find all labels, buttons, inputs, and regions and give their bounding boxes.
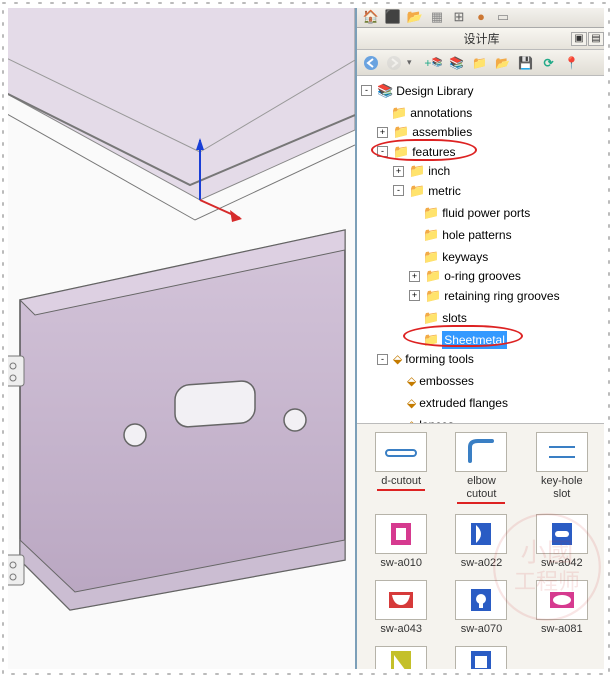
thumb-sw-a081-label: sw-a081 — [541, 623, 583, 636]
home-icon[interactable]: 🏠 — [361, 8, 381, 26]
thumb-sw-a043-label: sw-a043 — [380, 623, 422, 636]
tree-item-embosses[interactable]: ⬙ embosses — [393, 372, 474, 390]
doc-icon[interactable]: ▭ — [493, 8, 513, 26]
thumb-sw-a010-icon — [375, 514, 427, 554]
thumb-d-cutout-icon — [375, 432, 427, 472]
refresh-icon[interactable]: ⟳ — [539, 53, 559, 73]
thumb-d-cutout[interactable]: d-cutout — [361, 432, 441, 504]
thumb-sw-a022-icon — [455, 514, 507, 554]
thumb-sw-a070[interactable]: sw-a070 — [441, 580, 521, 636]
thumb-elbow-cutout-icon — [455, 432, 507, 472]
thumb-d-cutout-label: d-cutout — [381, 475, 421, 488]
thumb-sw-a042-icon — [536, 514, 588, 554]
tree-item-assemblies[interactable]: +📁 assemblies — [377, 123, 472, 141]
sphere-icon[interactable]: ● — [471, 8, 491, 26]
pin-icon[interactable]: 📍 — [562, 53, 582, 73]
panel-toolbar: ▾ +📚 📚 📁 📂 💾 ⟳ 📍 — [357, 50, 606, 76]
thumb-sw-a010[interactable]: sw-a010 — [361, 514, 441, 570]
design-library-panel: 🏠 ⬛ 📂 ▦ ⊞ ● ▭ 设计库 ▣ ▤ ▾ +📚 📚 📁 📂 💾 ⟳ 📍 -… — [355, 4, 608, 672]
thumb-partial-1-icon — [375, 646, 427, 670]
thumb-elbow-cutout-label: elbowcutout — [467, 475, 497, 501]
thumb-sw-a043[interactable]: sw-a043 — [361, 580, 441, 636]
chart-icon[interactable]: ⬛ — [383, 8, 403, 26]
tree-item-forming-tools[interactable]: -⬙ forming tools — [377, 350, 474, 368]
forward-button — [384, 53, 404, 73]
3d-viewport[interactable] — [0, 0, 355, 677]
open-folder-icon[interactable]: 📂 — [493, 53, 513, 73]
tree-item-inch[interactable]: +📁 inch — [393, 162, 450, 180]
thumb-key-hole-slot-label: key-holeslot — [541, 475, 583, 501]
thumb-sw-a042[interactable]: sw-a042 — [522, 514, 602, 570]
thumb-key-hole-slot-icon — [536, 432, 588, 472]
library-tree[interactable]: -📚 Design Library 📁 annotations+📁 assembl… — [357, 76, 606, 424]
tree-root[interactable]: -📚 Design Library — [361, 82, 474, 100]
thumb-sw-a043-icon — [375, 580, 427, 620]
back-button[interactable] — [361, 53, 381, 73]
tree-item-slots[interactable]: 📁 slots — [409, 309, 467, 327]
panel-titlebar: 设计库 ▣ ▤ — [357, 28, 606, 50]
tree-item-metric[interactable]: -📁 metric — [393, 182, 461, 200]
tree-item-extruded-flanges[interactable]: ⬙ extruded flanges — [393, 394, 508, 412]
tree-item-hole-patterns[interactable]: 📁 hole patterns — [409, 226, 512, 244]
tree-item-fluid-power-ports[interactable]: 📁 fluid power ports — [409, 204, 530, 222]
table-icon[interactable]: ⊞ — [449, 8, 469, 26]
thumb-sw-a070-icon — [455, 580, 507, 620]
panel-close-icon[interactable]: ▤ — [588, 32, 604, 46]
tree-item-lances[interactable]: ⬙ lances — [393, 416, 454, 424]
panel-tabbar: 🏠 ⬛ 📂 ▦ ⊞ ● ▭ — [357, 6, 606, 28]
tree-item-sheetmetal[interactable]: 📁 Sheetmetal — [409, 331, 507, 349]
add-to-library-icon[interactable]: +📚 — [424, 53, 444, 73]
folder-open-icon[interactable]: 📂 — [405, 8, 425, 26]
tree-item-o-ring-grooves[interactable]: +📁 o-ring grooves — [409, 267, 521, 285]
panel-popup-icon[interactable]: ▣ — [571, 32, 587, 46]
tree-item-retaining-ring-grooves[interactable]: +📁 retaining ring grooves — [409, 287, 560, 305]
save-icon[interactable]: 💾 — [516, 53, 536, 73]
thumb-sw-a070-label: sw-a070 — [461, 623, 503, 636]
panel-title: 设计库 — [463, 30, 499, 47]
new-folder-icon[interactable]: 📁 — [470, 53, 490, 73]
thumbnail-area[interactable]: d-cutout elbowcutout key-holeslot sw-a010 sw… — [357, 424, 606, 670]
thumb-partial-2-icon — [455, 646, 507, 670]
thumb-sw-a022[interactable]: sw-a022 — [441, 514, 521, 570]
thumb-sw-a081-icon — [536, 580, 588, 620]
thumb-partial-2[interactable] — [441, 646, 521, 670]
thumb-sw-a042-label: sw-a042 — [541, 557, 583, 570]
tree-item-keyways[interactable]: 📁 keyways — [409, 248, 488, 266]
tree-item-annotations[interactable]: 📁 annotations — [377, 104, 472, 122]
thumb-partial-1[interactable] — [361, 646, 441, 670]
thumb-sw-a081[interactable]: sw-a081 — [522, 580, 602, 636]
grid-icon[interactable]: ▦ — [427, 8, 447, 26]
thumb-key-hole-slot[interactable]: key-holeslot — [522, 432, 602, 504]
library-icon[interactable]: 📚 — [447, 53, 467, 73]
thumb-sw-a022-label: sw-a022 — [461, 557, 503, 570]
thumb-sw-a010-label: sw-a010 — [380, 557, 422, 570]
tree-item-features[interactable]: -📁 features — [377, 143, 456, 161]
thumb-elbow-cutout[interactable]: elbowcutout — [441, 432, 521, 504]
